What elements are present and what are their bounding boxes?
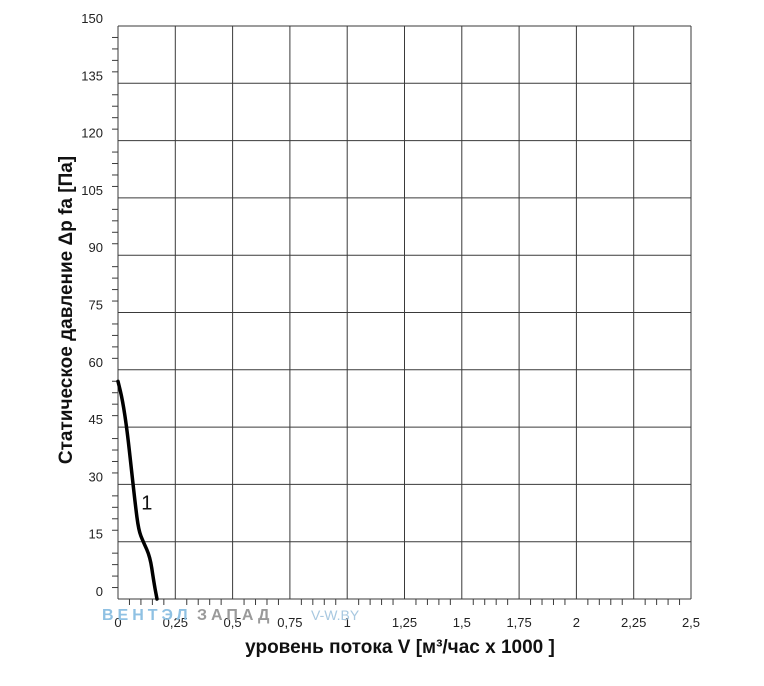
y-tick-label: 30: [89, 469, 103, 484]
watermark-part2: ЗАПАД: [197, 607, 273, 624]
y-tick-label: 105: [81, 183, 103, 198]
y-tick-label: 90: [89, 240, 103, 255]
watermark-part3: V-W.BY: [311, 607, 360, 623]
y-axis-title: Статическое давление Δp fa [Па]: [56, 156, 77, 464]
watermark-part1: ВЕНТЭЛ: [102, 607, 192, 624]
series-layer: 1: [116, 379, 159, 601]
x-tick-label: 1,5: [453, 615, 471, 630]
watermark: ВЕНТЭЛ ЗАПАД V-W.BY: [102, 607, 360, 624]
y-tick-label: 120: [81, 126, 103, 141]
series-label-1: 1: [141, 493, 152, 515]
y-axis-ticks: 0 15 30 45 60 75 90 105 120 135 150: [81, 11, 103, 599]
y-tick-label: 0: [96, 584, 103, 599]
y-tick-label: 15: [89, 527, 103, 542]
x-tick-label: 1,75: [506, 615, 531, 630]
x-tick-label: 2,5: [682, 615, 700, 630]
x-tick-label: 1: [344, 615, 351, 630]
y-tick-label: 135: [81, 68, 103, 83]
x-tick-label: 0,5: [224, 615, 242, 630]
y-tick-label: 60: [89, 355, 103, 370]
y-tick-label: 75: [89, 298, 103, 313]
y-tick-label: 45: [89, 412, 103, 427]
x-tick-label: 0,25: [163, 615, 188, 630]
x-tick-label: 2,25: [621, 615, 646, 630]
x-tick-label: 0,75: [277, 615, 302, 630]
y-tick-label: 150: [81, 11, 103, 26]
x-axis-ticks: 0 0,25 0,5 0,75 1 1,25 1,5 1,75 2 2,25 2,5: [114, 615, 700, 630]
series-curve-1: [116, 379, 159, 601]
x-tick-label: 0: [114, 615, 121, 630]
x-tick-label: 1,25: [392, 615, 417, 630]
minor-ticks: [112, 36, 681, 605]
grid: [117, 25, 692, 600]
x-tick-label: 2: [573, 615, 580, 630]
x-axis-title: уровень потока V [м³/час x 1000 ]: [245, 637, 555, 658]
